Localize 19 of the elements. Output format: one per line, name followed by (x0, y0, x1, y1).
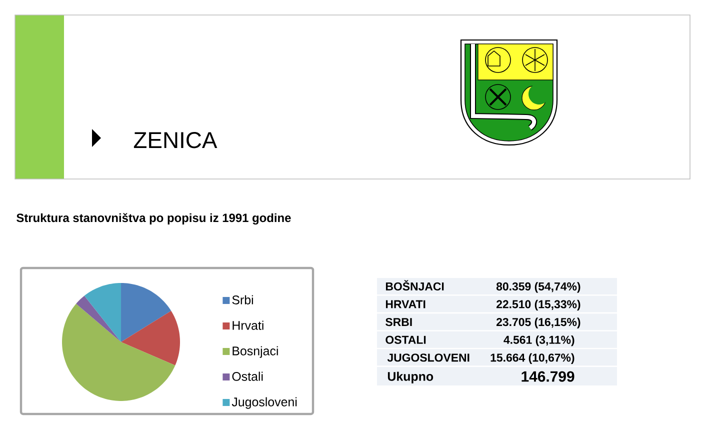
chart-title: ZENICA (134, 132, 218, 148)
text: BOŠNJACI (386, 280, 444, 290)
text: 146.799 (522, 371, 574, 382)
text: 15.664 (10,67%) (490, 353, 574, 364)
legend-label: Bosnjaci (232, 346, 278, 358)
text: 80.359 (54,74%) (496, 282, 580, 293)
text: Ukupno (388, 372, 434, 384)
text: 23.705 (16,15%) (496, 318, 580, 328)
text: HRVATI (386, 300, 426, 308)
text: 4.561 (3,11%) (504, 335, 574, 346)
text: 22.510 (15,33%) (496, 300, 580, 311)
chart-subtitle: Struktura stanovništva po popisu iz 1991 godine (16, 213, 291, 225)
legend-label: Ostali (232, 372, 263, 381)
legend-label: Srbi (232, 295, 253, 304)
legend-label: Hrvati (232, 320, 264, 330)
text: OSTALI (386, 336, 426, 344)
legend-label: Jugosloveni (232, 397, 297, 409)
text: JUGOSLOVENI (387, 354, 470, 362)
text: SRBI (386, 318, 412, 326)
